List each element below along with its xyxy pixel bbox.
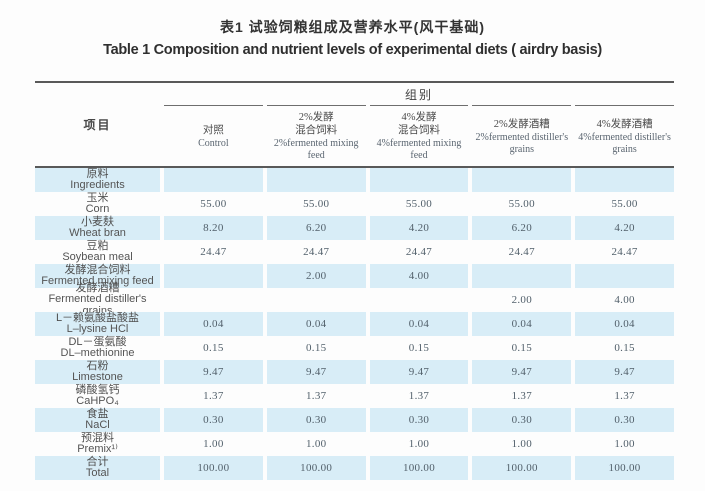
cell-value xyxy=(369,168,469,192)
cell-value xyxy=(267,288,366,312)
cell-value: 55.00 xyxy=(405,198,433,210)
cell-value: 0.04 xyxy=(369,312,469,336)
cell-value: 0.30 xyxy=(369,408,469,432)
cell-value xyxy=(575,264,674,288)
table-title-zh: 表1 试验饲粮组成及营养水平(风干基础) xyxy=(220,19,485,35)
cell-value: 24.47 xyxy=(303,246,330,258)
cell-value: 0.30 xyxy=(266,408,366,432)
cell-value: 6.20 xyxy=(266,216,366,240)
row-label: DL－蛋氨酸 DL–methionine xyxy=(60,335,135,359)
cell-value: 1.00 xyxy=(305,438,327,450)
cell-value: 0.15 xyxy=(511,342,533,354)
cell-value: 1.00 xyxy=(203,438,224,450)
cell-value: 9.47 xyxy=(575,360,674,384)
cell-value: 0.04 xyxy=(266,312,366,336)
cell-value: 0.30 xyxy=(575,408,674,432)
row-label: 豆粕 Soybean meal xyxy=(62,239,133,263)
group-header-rule xyxy=(472,105,572,106)
group-header-rule xyxy=(369,105,469,106)
cell-value: 4.20 xyxy=(369,216,469,240)
diet-composition-table: 项目 组别 对照 Control 2%发酵 混合饲料 2%fermented m… xyxy=(35,81,674,480)
cell-value xyxy=(266,168,366,192)
row-label: 发酵混合饲料 Fermented mixing feed xyxy=(35,264,160,288)
table-titles: 表1 试验饲粮组成及营养水平(风干基础) Table 1 Composition… xyxy=(0,19,705,59)
cell-value: 100.00 xyxy=(369,456,469,480)
row-label: 食盐 NaCl xyxy=(35,408,160,432)
cell-value xyxy=(164,288,263,312)
column-header-4pct-mixing: 4%发酵 混合饲料 4%fermented mixing feed xyxy=(376,112,462,161)
item-column-header: 项目 xyxy=(83,118,112,132)
cell-value: 24.47 xyxy=(508,246,535,258)
groups-spanner-header: 组别 xyxy=(404,87,433,102)
group-header-rule xyxy=(164,105,263,106)
cell-value: 6.20 xyxy=(472,216,572,240)
cell-value xyxy=(472,168,572,192)
cell-value: 0.30 xyxy=(472,408,572,432)
table-title-en: Table 1 Composition and nutrient levels … xyxy=(103,42,602,58)
cell-value: 55.00 xyxy=(200,198,227,210)
cell-value: 55.00 xyxy=(508,198,535,210)
cell-value: 9.47 xyxy=(369,360,469,384)
cell-value: 1.37 xyxy=(203,390,224,402)
cell-value: 0.15 xyxy=(614,342,635,354)
cell-value: 1.37 xyxy=(511,390,533,402)
column-header-4pct-distillers: 4%发酵酒糟 4%fermented distiller's grains xyxy=(578,118,671,155)
cell-value: 24.47 xyxy=(611,246,638,258)
cell-value: 1.37 xyxy=(305,390,327,402)
row-label: 小麦麸 Wheat bran xyxy=(35,216,160,240)
cell-value xyxy=(575,168,674,192)
table-body: 原料 Ingredients 玉米 Corn 55.00 55.00 55.00… xyxy=(35,168,674,480)
cell-value: 24.47 xyxy=(200,246,227,258)
row-label: 合计 Total xyxy=(35,456,160,480)
cell-value: 1.00 xyxy=(511,438,533,450)
row-label: L－赖氨酸盐酸盐 L–lysine HCl xyxy=(35,312,160,336)
cell-value xyxy=(472,264,572,288)
cell-value: 0.15 xyxy=(305,342,327,354)
cell-value xyxy=(164,168,263,192)
table-top-rule xyxy=(35,81,674,83)
group-header-rule xyxy=(575,105,674,106)
column-header-control: 对照 Control xyxy=(198,124,229,149)
cell-value xyxy=(370,288,469,312)
row-label: 预混料 Premix¹⁾ xyxy=(77,431,118,455)
cell-value: 4.00 xyxy=(369,264,469,288)
cell-value: 9.47 xyxy=(266,360,366,384)
row-label: 原料 Ingredients xyxy=(35,168,160,192)
cell-value: 0.30 xyxy=(164,408,263,432)
cell-value: 100.00 xyxy=(472,456,572,480)
column-header-2pct-distillers: 2%发酵酒糟 2%fermented distiller's grains xyxy=(475,118,569,155)
column-header-2pct-mixing: 2%发酵 混合饲料 2%fermented mixing feed xyxy=(273,112,359,161)
cell-value: 100.00 xyxy=(266,456,366,480)
cell-value: 55.00 xyxy=(303,198,330,210)
cell-value: 0.04 xyxy=(575,312,674,336)
table-header: 项目 组别 对照 Control 2%发酵 混合饲料 2%fermented m… xyxy=(35,83,674,166)
cell-value: 2.00 xyxy=(266,264,366,288)
cell-value: 1.00 xyxy=(614,438,635,450)
cell-value: 1.37 xyxy=(614,390,635,402)
cell-value: 0.04 xyxy=(164,312,263,336)
group-header-rule xyxy=(266,105,366,106)
cell-value: 24.47 xyxy=(405,246,433,258)
cell-value: 100.00 xyxy=(164,456,263,480)
cell-value: 1.37 xyxy=(408,390,430,402)
cell-value: 100.00 xyxy=(575,456,674,480)
cell-value: 1.00 xyxy=(408,438,430,450)
row-label: 磷酸氢钙 CaHPO₄ xyxy=(75,383,120,407)
row-label: 玉米 Corn xyxy=(85,191,110,215)
cell-value xyxy=(164,264,263,288)
cell-value: 0.15 xyxy=(203,342,224,354)
cell-value: 9.47 xyxy=(472,360,572,384)
cell-value: 9.47 xyxy=(164,360,263,384)
cell-value: 0.15 xyxy=(408,342,430,354)
cell-value: 4.00 xyxy=(614,294,635,306)
cell-value: 2.00 xyxy=(511,294,533,306)
cell-value: 0.04 xyxy=(472,312,572,336)
row-label: 石粉 Limestone xyxy=(35,360,160,384)
cell-value: 4.20 xyxy=(575,216,674,240)
table-header-rule xyxy=(35,166,674,168)
row-label: 发酵酒糟 Fermented distiller's grains xyxy=(48,281,147,317)
cell-value: 8.20 xyxy=(164,216,263,240)
cell-value: 55.00 xyxy=(611,198,638,210)
